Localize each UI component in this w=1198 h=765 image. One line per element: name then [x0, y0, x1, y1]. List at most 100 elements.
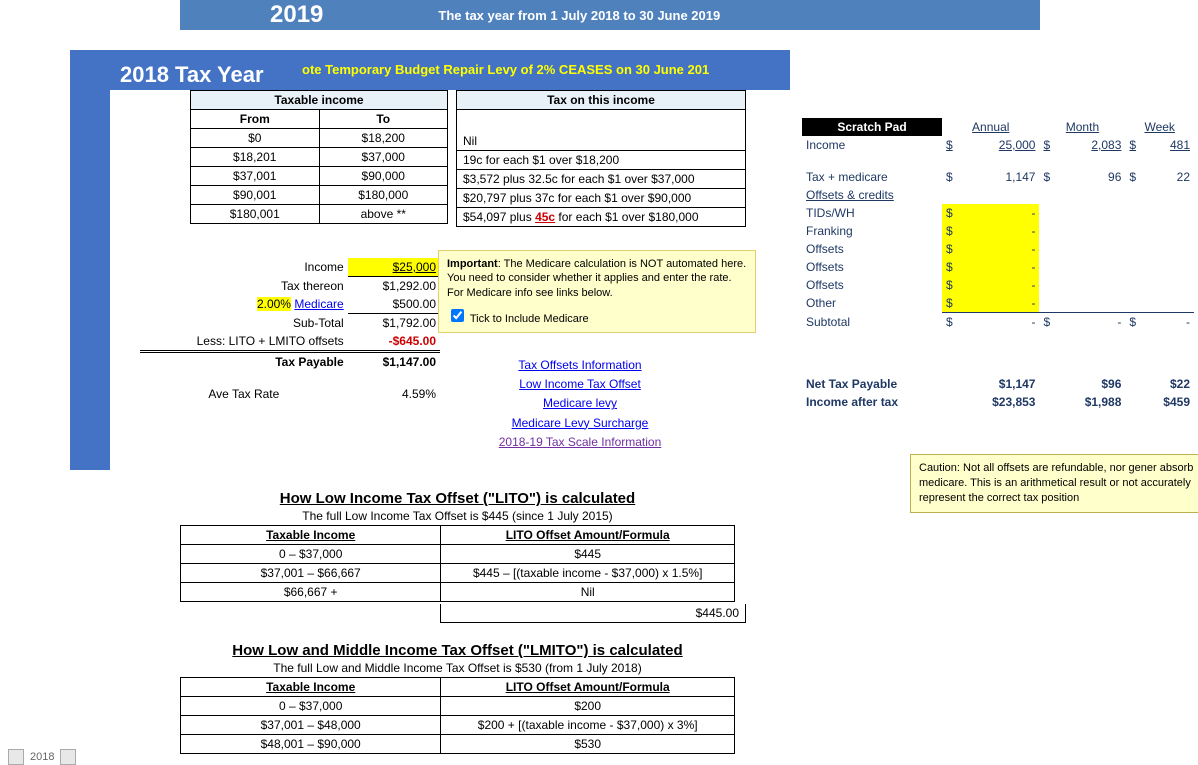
sp-subtotal-week: -: [1145, 313, 1194, 332]
tax-offsets-link[interactable]: Tax Offsets Information: [518, 358, 641, 372]
col-month: Month: [1039, 118, 1125, 136]
lito-cell: $37,001 – $66,667: [181, 564, 441, 583]
sp-row-value[interactable]: -: [962, 258, 1039, 276]
info-links: Tax Offsets Information Low Income Tax O…: [450, 356, 710, 452]
bracket-cell: $90,000: [319, 167, 448, 186]
year-banner: 2019 The tax year from 1 July 2018 to 30…: [180, 0, 1040, 30]
sp-income-week: 481: [1145, 136, 1194, 154]
sp-subtotal-annual: -: [962, 313, 1039, 332]
sp-subtotal-month: -: [1059, 313, 1125, 332]
bracket-cell: $90,001: [191, 186, 320, 205]
medicare-rate-input[interactable]: 2.00%: [257, 297, 291, 311]
bracket-cell: $37,001: [191, 167, 320, 186]
offsets-credits-link[interactable]: Offsets & credits: [802, 186, 942, 204]
lito-link[interactable]: Low Income Tax Offset: [519, 377, 641, 391]
net-payable-annual: $1,147: [942, 375, 1039, 393]
lmito-col2: LITO Offset Amount/Formula: [441, 678, 735, 697]
lmito-cell: 0 – $37,000: [181, 697, 441, 716]
taxon-cell: $3,572 plus 32.5c for each $1 over $37,0…: [457, 170, 746, 189]
bracket-cell: $18,200: [319, 129, 448, 148]
taxon-cell: Nil: [457, 132, 746, 151]
offsets-value: -$645.00: [348, 332, 440, 352]
medicare-important: Important: [447, 258, 498, 270]
ave-rate-label: Ave Tax Rate: [140, 385, 348, 403]
sp-row-value[interactable]: -: [962, 204, 1039, 222]
ave-rate-value: 4.59%: [348, 385, 440, 403]
bracket-cell: $0: [191, 129, 320, 148]
include-medicare-checkbox[interactable]: [451, 309, 464, 322]
tax-thereon-value: $1,292.00: [348, 277, 440, 296]
income-input[interactable]: $25,000: [348, 258, 440, 277]
lmito-section: How Low and Middle Income Tax Offset ("L…: [180, 642, 735, 754]
net-payable-month: $96: [1039, 375, 1125, 393]
sp-income-annual: 25,000: [962, 136, 1039, 154]
sp-income-month: 2,083: [1059, 136, 1125, 154]
medicare-surcharge-link[interactable]: Medicare Levy Surcharge: [512, 416, 649, 430]
caution-note: Caution: Not all offsets are refundable,…: [910, 454, 1198, 513]
net-payable-label: Net Tax Payable: [802, 375, 942, 393]
sp-row-label: Franking: [802, 222, 942, 240]
sp-income-label: Income: [802, 136, 942, 154]
bracket-cell: $180,000: [319, 186, 448, 205]
subtotal-value: $1,792.00: [348, 314, 440, 333]
col-annual: Annual: [942, 118, 1039, 136]
lito-cell: $445: [441, 545, 735, 564]
scratchpad-title: Scratch Pad: [802, 118, 942, 136]
banner-subtitle: The tax year from 1 July 2018 to 30 June…: [438, 8, 720, 23]
medicare-note: Important: The Medicare calculation is N…: [438, 250, 756, 333]
calc-rows: Income $25,000 Tax thereon $1,292.00 2.0…: [140, 258, 440, 403]
sp-row-label: Other: [802, 294, 942, 313]
sp-row-label: Offsets: [802, 276, 942, 294]
tax-thereon-label: Tax thereon: [140, 277, 348, 296]
sp-row-label: Offsets: [802, 240, 942, 258]
lmito-cell: $37,001 – $48,000: [181, 716, 441, 735]
income-label: Income: [140, 258, 348, 277]
sp-row-value[interactable]: -: [962, 276, 1039, 294]
sp-row-value[interactable]: -: [962, 294, 1039, 313]
sheet-icon: [8, 749, 24, 765]
net-payable-week: $22: [1125, 375, 1194, 393]
lmito-caption: The full Low and Middle Income Tax Offse…: [180, 661, 735, 675]
sheet-icon: [60, 749, 76, 765]
taxon-header: Tax on this income: [457, 91, 746, 110]
bracket-cell: $37,000: [319, 148, 448, 167]
lito-caption: The full Low Income Tax Offset is $445 (…: [180, 509, 735, 523]
income-after-month: $1,988: [1039, 393, 1125, 411]
income-after-week: $459: [1125, 393, 1194, 411]
tax-on-income-table: Tax on this income Nil 19c for each $1 o…: [456, 90, 746, 227]
levy-note: ote Temporary Budget Repair Levy of 2% C…: [302, 62, 709, 77]
sp-subtotal-label: Subtotal: [802, 313, 942, 332]
sp-row-value[interactable]: -: [962, 240, 1039, 258]
lmito-cell: $48,001 – $90,000: [181, 735, 441, 754]
bracket-cell: above **: [319, 205, 448, 224]
lito-table: Taxable IncomeLITO Offset Amount/Formula…: [180, 525, 735, 602]
tax-payable-value: $1,147.00: [348, 352, 440, 372]
medicare-levy-link[interactable]: Medicare levy: [543, 396, 617, 410]
bracket-cell: $18,201: [191, 148, 320, 167]
panel-title: 2018 Tax Year: [120, 62, 264, 88]
lmito-cell: $200 + [(taxable income - $37,000) x 3%]: [441, 716, 735, 735]
from-header: From: [191, 110, 320, 129]
tax-scale-link[interactable]: 2018-19 Tax Scale Information: [499, 435, 662, 449]
medicare-link[interactable]: Medicare: [294, 297, 343, 311]
sheet-tab[interactable]: 2018: [8, 749, 76, 765]
col-week: Week: [1125, 118, 1194, 136]
sp-row-value[interactable]: -: [962, 222, 1039, 240]
to-header: To: [319, 110, 448, 129]
tax-calc-panel: 2018 Tax Year ote Temporary Budget Repai…: [70, 50, 790, 470]
medicare-value: $500.00: [348, 295, 440, 314]
lmito-title: How Low and Middle Income Tax Offset ("L…: [180, 642, 735, 659]
lmito-cell: $200: [441, 697, 735, 716]
income-after-label: Income after tax: [802, 393, 942, 411]
lito-col1: Taxable Income: [181, 526, 441, 545]
bracket-cell: $180,001: [191, 205, 320, 224]
sp-row-label: TIDs/WH: [802, 204, 942, 222]
lito-title: How Low Income Tax Offset ("LITO") is ca…: [180, 490, 735, 507]
taxable-income-table: Taxable income FromTo $0$18,200 $18,201$…: [190, 90, 448, 224]
sp-row-label: Offsets: [802, 258, 942, 276]
taxon-cell: $20,797 plus 37c for each $1 over $90,00…: [457, 189, 746, 208]
tax-payable-label: Tax Payable: [140, 352, 348, 372]
sp-taxmed-annual: 1,147: [962, 168, 1039, 186]
medicare-tick-row: Tick to Include Medicare: [447, 306, 747, 326]
lito-cell: Nil: [441, 583, 735, 602]
